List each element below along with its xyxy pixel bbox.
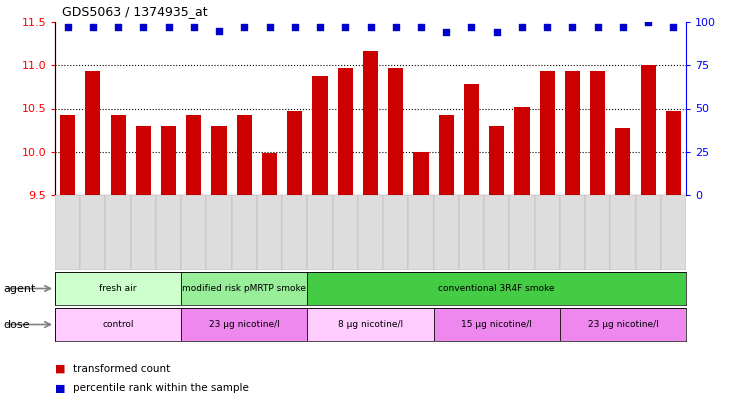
Bar — [86, 71, 100, 393]
Bar — [585, 195, 610, 270]
Point — [238, 24, 250, 30]
Bar — [55, 272, 182, 305]
Bar — [413, 152, 429, 393]
Point — [213, 28, 225, 34]
Bar — [489, 126, 504, 393]
Bar — [111, 116, 125, 393]
Text: ■: ■ — [55, 383, 66, 393]
Bar — [182, 195, 207, 270]
Bar — [408, 195, 434, 270]
Bar — [383, 195, 408, 270]
Bar — [308, 195, 333, 270]
Bar — [182, 272, 308, 305]
Point — [188, 24, 200, 30]
Point — [642, 19, 654, 25]
Text: 15 μg nicotine/l: 15 μg nicotine/l — [461, 320, 532, 329]
Bar — [333, 195, 358, 270]
Bar — [539, 71, 555, 393]
Bar — [106, 195, 131, 270]
Bar — [308, 272, 686, 305]
Bar — [338, 68, 353, 393]
Text: 23 μg nicotine/l: 23 μg nicotine/l — [209, 320, 280, 329]
Bar — [509, 195, 534, 270]
Point — [112, 24, 124, 30]
Bar — [207, 195, 232, 270]
Point — [339, 24, 351, 30]
Point — [137, 24, 149, 30]
Bar — [186, 116, 201, 393]
Bar — [434, 308, 560, 341]
Text: modified risk pMRTP smoke: modified risk pMRTP smoke — [182, 284, 306, 293]
Point — [263, 24, 275, 30]
Bar — [287, 111, 303, 393]
Bar — [156, 195, 182, 270]
Bar — [312, 75, 328, 393]
Bar — [212, 126, 227, 393]
Text: GDS5063 / 1374935_at: GDS5063 / 1374935_at — [63, 5, 208, 18]
Text: transformed count: transformed count — [74, 364, 170, 373]
Bar — [484, 195, 509, 270]
Bar — [308, 308, 434, 341]
Point — [667, 24, 679, 30]
Bar — [641, 65, 655, 393]
Text: 8 μg nicotine/l: 8 μg nicotine/l — [338, 320, 403, 329]
Point — [415, 24, 427, 30]
Point — [592, 24, 604, 30]
Bar — [363, 51, 378, 393]
Bar — [257, 195, 282, 270]
Bar — [358, 195, 383, 270]
Bar — [55, 195, 80, 270]
Point — [516, 24, 528, 30]
Point — [87, 24, 99, 30]
Bar — [514, 107, 529, 393]
Point — [491, 29, 503, 35]
Point — [441, 29, 452, 35]
Bar — [55, 308, 182, 341]
Bar — [590, 71, 605, 393]
Bar — [161, 126, 176, 393]
Point — [390, 24, 401, 30]
Bar — [560, 195, 585, 270]
Bar — [388, 68, 403, 393]
Bar — [282, 195, 308, 270]
Point — [314, 24, 326, 30]
Point — [289, 24, 300, 30]
Text: ■: ■ — [55, 364, 66, 373]
Point — [617, 24, 629, 30]
Bar — [237, 116, 252, 393]
Bar — [565, 71, 580, 393]
Bar — [60, 116, 75, 393]
Bar — [80, 195, 106, 270]
Bar — [615, 129, 630, 393]
Bar — [232, 195, 257, 270]
Bar — [666, 111, 681, 393]
Bar — [635, 195, 661, 270]
Text: agent: agent — [4, 283, 36, 294]
Bar — [136, 126, 151, 393]
Bar — [610, 195, 635, 270]
Text: dose: dose — [4, 320, 30, 329]
Point — [62, 24, 74, 30]
Bar — [131, 195, 156, 270]
Bar — [560, 308, 686, 341]
Point — [162, 24, 174, 30]
Bar — [661, 195, 686, 270]
Bar — [434, 195, 459, 270]
Text: conventional 3R4F smoke: conventional 3R4F smoke — [438, 284, 555, 293]
Bar — [459, 195, 484, 270]
Bar — [438, 116, 454, 393]
Point — [466, 24, 477, 30]
Bar — [534, 195, 560, 270]
Text: 23 μg nicotine/l: 23 μg nicotine/l — [587, 320, 658, 329]
Point — [541, 24, 553, 30]
Text: control: control — [103, 320, 134, 329]
Bar — [262, 152, 277, 393]
Bar — [464, 84, 479, 393]
Point — [567, 24, 579, 30]
Text: fresh air: fresh air — [100, 284, 137, 293]
Text: percentile rank within the sample: percentile rank within the sample — [74, 383, 249, 393]
Bar — [182, 308, 308, 341]
Point — [365, 24, 376, 30]
